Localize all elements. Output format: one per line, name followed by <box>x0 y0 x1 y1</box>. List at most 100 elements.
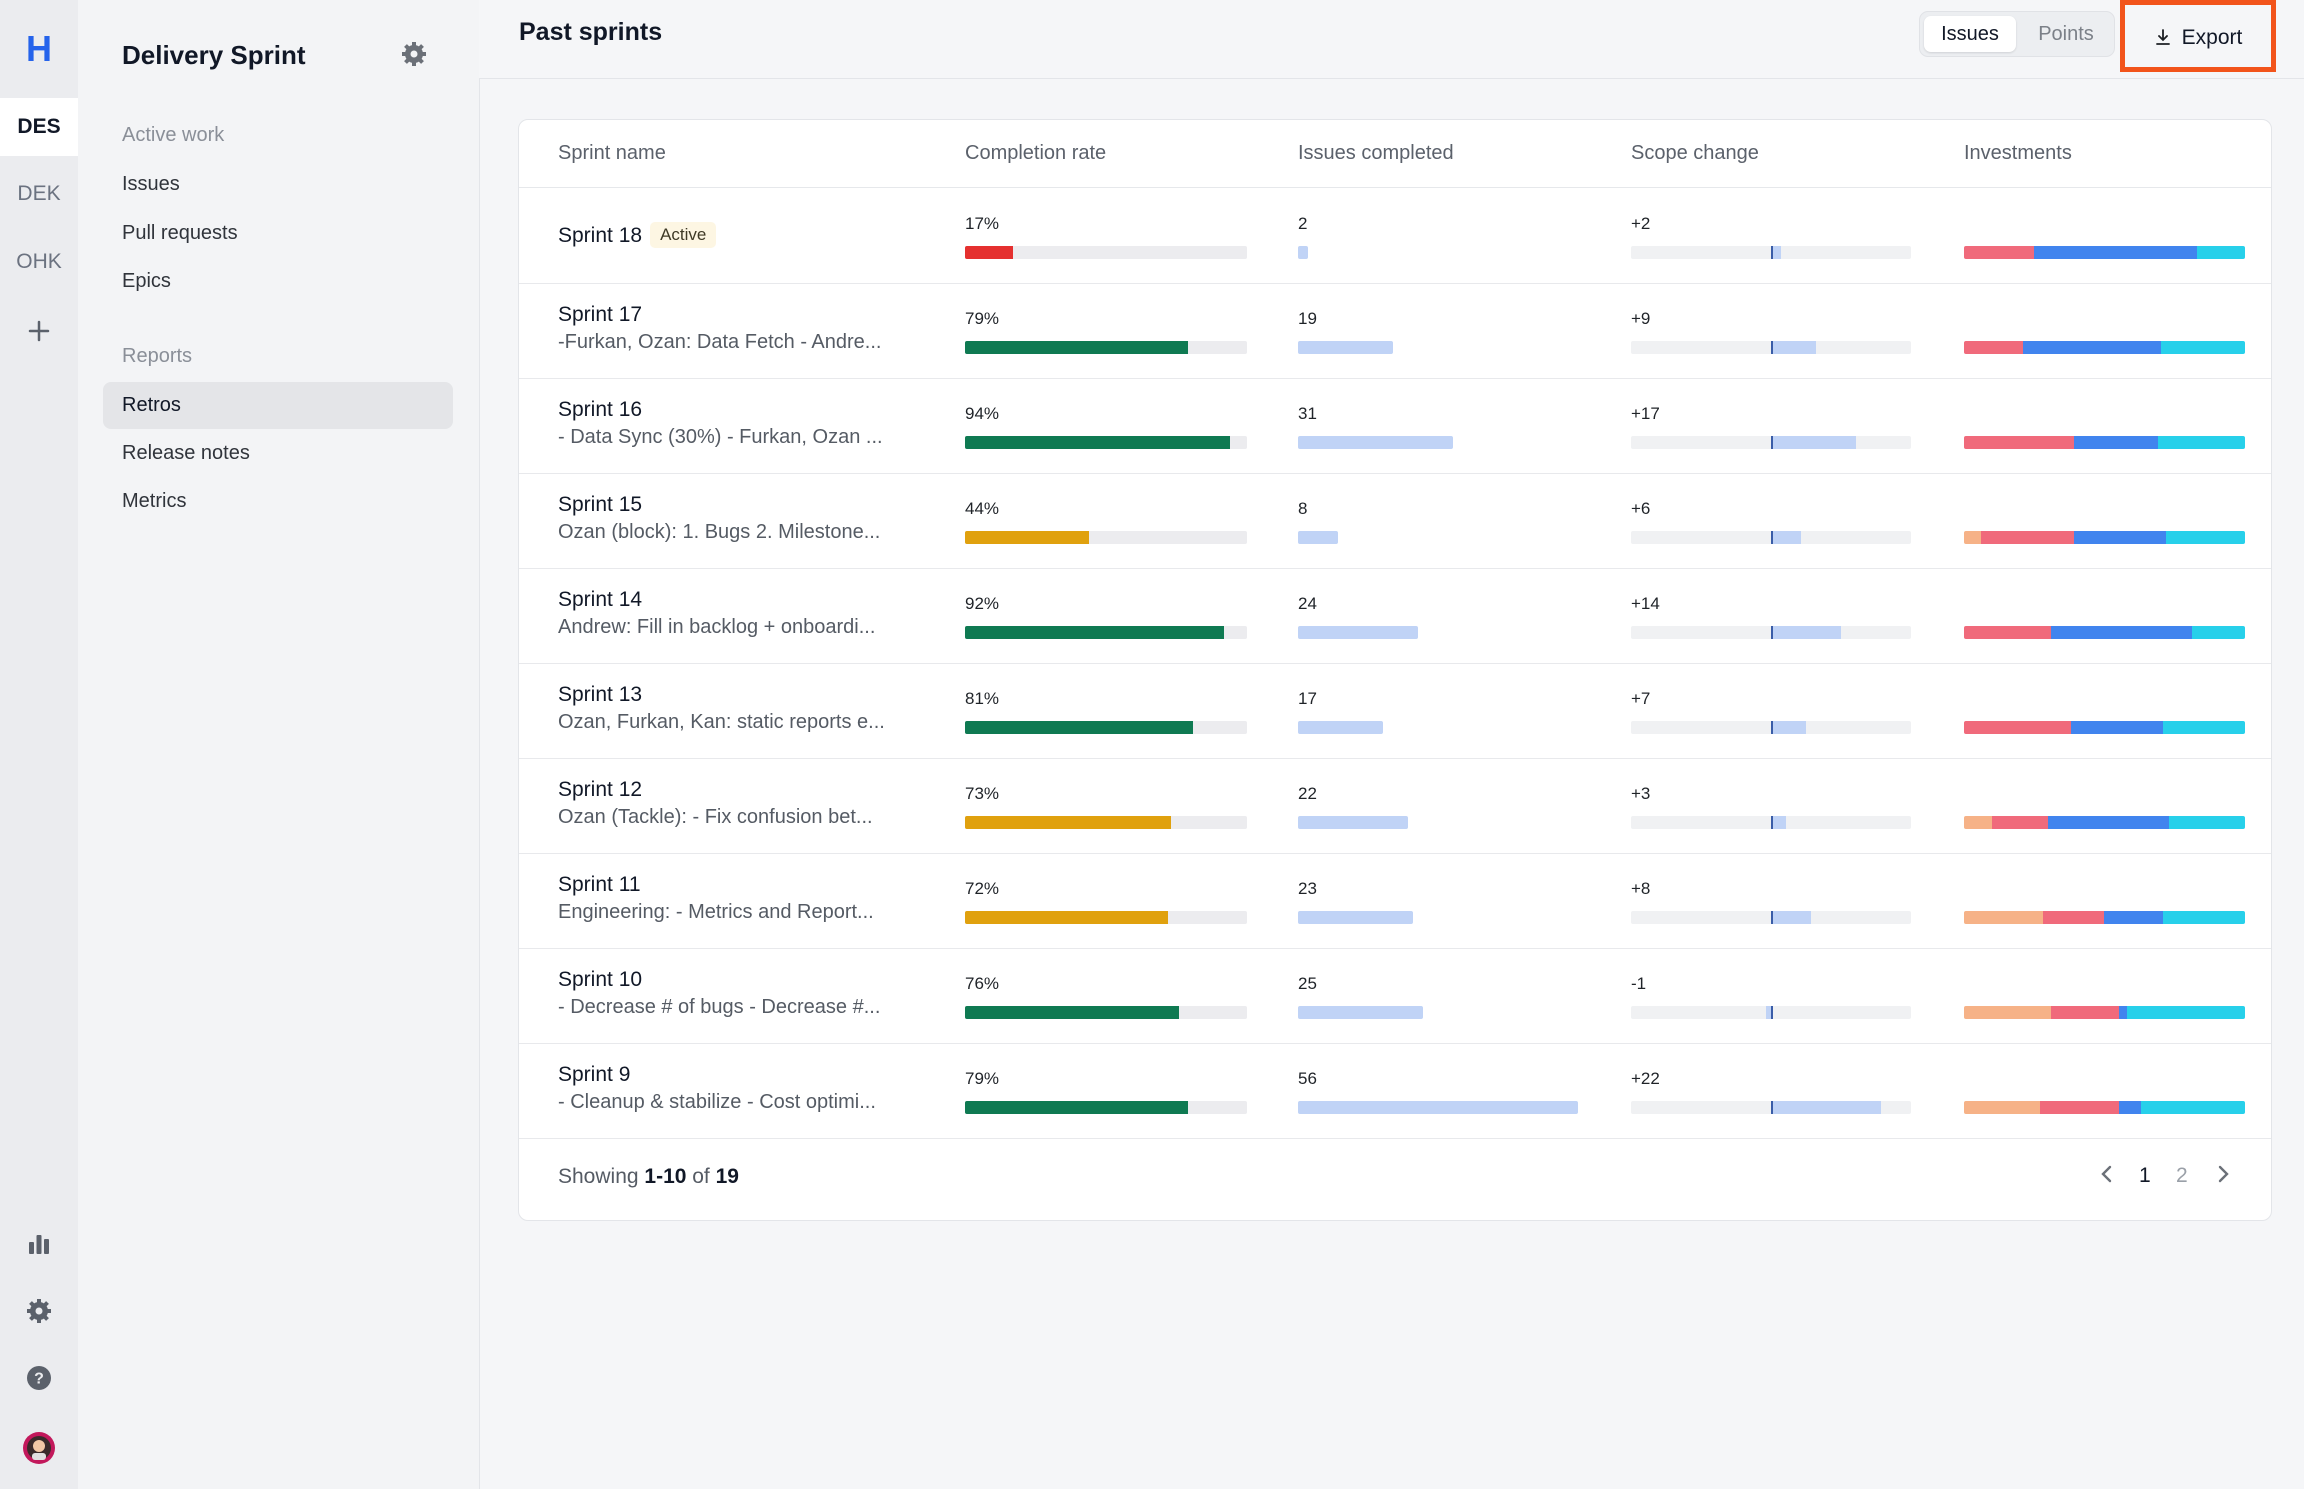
summary-of: of <box>686 1165 716 1188</box>
table-row[interactable]: Sprint 13 Ozan, Furkan, Kan: static repor… <box>519 663 2271 759</box>
sprint-name-text: Sprint 16 <box>558 398 643 421</box>
sprint-name-text: Sprint 12 <box>558 778 643 801</box>
completion-value: 44% <box>965 499 1000 518</box>
export-button[interactable]: Export <box>2133 15 2263 61</box>
bar-chart-icon[interactable] <box>18 1223 60 1265</box>
svg-text:?: ? <box>34 1371 44 1388</box>
sprint-name[interactable]: Sprint 12 <box>558 778 642 802</box>
investment-bar <box>1964 1006 2245 1019</box>
col-sprint-name[interactable]: Sprint name <box>558 142 666 164</box>
investment-segment <box>2073 531 2167 544</box>
issues-value: 24 <box>1298 594 1317 613</box>
scope-zero-marker <box>1771 816 1773 829</box>
app-logo[interactable]: H <box>26 28 52 69</box>
avatar[interactable] <box>18 1427 60 1469</box>
sprint-goal: -Furkan, Ozan: Data Fetch - Andre... <box>558 331 882 353</box>
sprint-name[interactable]: Sprint 11 <box>558 873 641 897</box>
workspace-ohk[interactable]: OHK <box>16 250 62 273</box>
workspace-des[interactable]: DES <box>0 98 78 156</box>
scope-value: +6 <box>1631 499 1651 518</box>
sprint-goal: - Decrease # of bugs - Decrease #... <box>558 996 881 1018</box>
sprint-name[interactable]: Sprint 15 <box>558 493 642 517</box>
scope-zero-marker <box>1771 626 1773 639</box>
sprint-goal: Ozan, Furkan, Kan: static reports e... <box>558 711 885 733</box>
investment-bar <box>1964 816 2245 829</box>
investment-segment <box>1964 246 2035 259</box>
completion-bar-fill <box>965 531 1090 544</box>
status-badge: Active <box>650 222 717 248</box>
investment-segment <box>2118 1006 2127 1019</box>
table-row[interactable]: Sprint 9 - Cleanup & stabilize - Cost opt… <box>519 1043 2271 1139</box>
investment-bar <box>1964 721 2245 734</box>
completion-value: 94% <box>965 404 1000 423</box>
sprint-name[interactable]: Sprint 18 Active <box>558 222 717 248</box>
scope-value: +8 <box>1631 879 1651 898</box>
page-1[interactable]: 1 <box>2139 1164 2151 1187</box>
nav-item-epics[interactable]: Epics <box>122 270 171 292</box>
summary-total: 19 <box>715 1165 739 1188</box>
investment-segment <box>2023 341 2161 354</box>
issues-value: 23 <box>1298 879 1317 898</box>
nav-item-pull-requests[interactable]: Pull requests <box>122 222 238 244</box>
investment-segment <box>2163 721 2245 734</box>
investment-segment <box>2118 1101 2141 1114</box>
sprint-goal: Ozan (Tackle): - Fix confusion bet... <box>558 806 873 828</box>
section-reports: Reports <box>122 345 193 367</box>
investment-segment <box>1964 626 2052 639</box>
sprint-name[interactable]: Sprint 17 <box>558 303 642 327</box>
col-investments[interactable]: Investments <box>1964 142 2072 164</box>
sprint-name[interactable]: Sprint 10 <box>558 968 642 992</box>
completion-bar-fill <box>965 436 1231 449</box>
table-row[interactable]: Sprint 10 - Decrease # of bugs - Decrease… <box>519 948 2271 1044</box>
table-row[interactable]: Sprint 15 Ozan (block): 1. Bugs 2. Milest… <box>519 473 2271 569</box>
toggle-issues[interactable]: Issues <box>1924 16 2016 52</box>
scope-zero-marker <box>1771 436 1773 449</box>
scope-bar <box>1631 531 1911 544</box>
workspace-rail: H DES DEK OHK ? <box>0 0 79 1489</box>
completion-bar-fill <box>965 911 1169 924</box>
completion-value: 79% <box>965 309 1000 328</box>
export-label: Export <box>2181 26 2243 49</box>
table-row[interactable]: Sprint 14 Andrew: Fill in backlog + onboa… <box>519 568 2271 664</box>
settings-gear-icon[interactable] <box>400 40 432 72</box>
investment-segment <box>2197 246 2245 259</box>
summary-prefix: Showing <box>558 1165 645 1188</box>
sprint-name[interactable]: Sprint 9 <box>558 1063 630 1087</box>
table-row[interactable]: Sprint 16 - Data Sync (30%) - Furkan, Oza… <box>519 378 2271 474</box>
completion-bar <box>965 911 1247 924</box>
section-active-work: Active work <box>122 124 225 146</box>
header-divider <box>519 187 2271 188</box>
col-completion-rate[interactable]: Completion rate <box>965 142 1107 164</box>
investment-segment <box>2141 1101 2245 1114</box>
sprint-name[interactable]: Sprint 16 <box>558 398 642 422</box>
table-row[interactable]: Sprint 12 Ozan (Tackle): - Fix confusion … <box>519 758 2271 854</box>
sprint-name[interactable]: Sprint 13 <box>558 683 642 707</box>
nav-item-metrics[interactable]: Metrics <box>122 490 187 512</box>
completion-value: 81% <box>965 689 1000 708</box>
issues-value: 31 <box>1298 404 1317 423</box>
table-row[interactable]: Sprint 11 Engineering: - Metrics and Repo… <box>519 853 2271 949</box>
col-issues-completed[interactable]: Issues completed <box>1298 142 1454 164</box>
plus-icon[interactable] <box>18 310 60 352</box>
table-row[interactable]: Sprint 18 Active 17% 2 +2 <box>519 188 2271 284</box>
nav-item-release-notes[interactable]: Release notes <box>122 442 250 464</box>
nav-item-issues[interactable]: Issues <box>122 173 180 195</box>
investment-segment <box>2070 721 2164 734</box>
col-scope-change[interactable]: Scope change <box>1631 142 1759 164</box>
help-icon[interactable]: ? <box>18 1357 60 1399</box>
table-row[interactable]: Sprint 17 -Furkan, Ozan: Data Fetch - And… <box>519 283 2271 379</box>
prev-page-icon[interactable] <box>2099 1164 2115 1190</box>
issues-value: 19 <box>1298 309 1317 328</box>
toggle-points[interactable]: Points <box>2038 23 2094 45</box>
next-page-icon[interactable] <box>2215 1164 2231 1190</box>
sprint-name[interactable]: Sprint 14 <box>558 588 642 612</box>
scope-bar-fill <box>1771 626 1841 639</box>
workspace-dek[interactable]: DEK <box>17 182 61 205</box>
nav-item-retros[interactable]: Retros <box>103 382 453 429</box>
sprint-goal: Andrew: Fill in backlog + onboardi... <box>558 616 876 638</box>
investment-segment <box>1964 721 2071 734</box>
scope-bar-fill <box>1771 531 1801 544</box>
scope-bar <box>1631 721 1911 734</box>
page-2[interactable]: 2 <box>2176 1164 2188 1187</box>
gear-icon[interactable] <box>18 1290 60 1332</box>
